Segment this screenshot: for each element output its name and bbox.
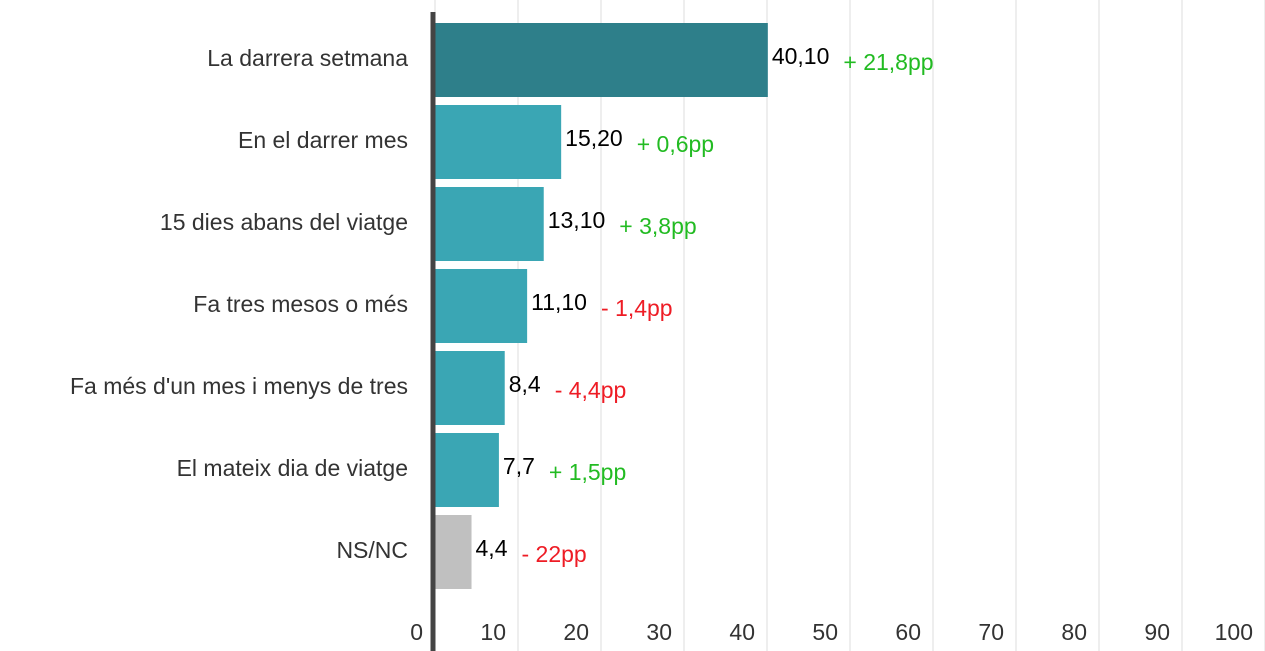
x-tick-label: 80 [1061, 619, 1087, 645]
category-label: 15 dies abans del viatge [160, 209, 408, 235]
annotation: - 22pp [522, 541, 587, 567]
category-label: Fa tres mesos o més [193, 291, 408, 317]
x-tick-label: 60 [895, 619, 921, 645]
value-label: 40,10 [772, 43, 830, 69]
annotation: - 1,4pp [601, 295, 673, 321]
annotation: + 3,8pp [619, 213, 696, 239]
x-tick-label: 40 [729, 619, 755, 645]
value-label: 11,10 [531, 289, 587, 315]
value-label: 8,4 [509, 371, 541, 397]
value-label: 4,4 [476, 535, 508, 561]
category-label: NS/NC [336, 537, 408, 563]
x-tick-label: 10 [480, 619, 506, 645]
category-label: Fa més d'un mes i menys de tres [70, 373, 408, 399]
bar [435, 269, 528, 343]
x-tick-label: 90 [1144, 619, 1170, 645]
value-label: 7,7 [503, 453, 535, 479]
x-tick-label: 30 [646, 619, 672, 645]
value-label: 15,20 [565, 125, 623, 151]
bar [435, 23, 768, 97]
category-label: El mateix dia de viatge [177, 455, 408, 481]
bar [435, 433, 499, 507]
value-label: 13,10 [548, 207, 606, 233]
x-tick-label: 50 [812, 619, 838, 645]
annotation: + 21,8pp [843, 49, 933, 75]
bar [435, 351, 505, 425]
annotation: + 0,6pp [637, 131, 714, 157]
bar [435, 515, 472, 589]
x-tick-label: 0 [410, 619, 423, 645]
category-label: En el darrer mes [238, 127, 408, 153]
category-label: La darrera setmana [207, 45, 408, 71]
bar [435, 105, 562, 179]
bar [435, 187, 544, 261]
x-tick-label: 20 [563, 619, 589, 645]
annotation: - 4,4pp [555, 377, 627, 403]
x-tick-label: 100 [1215, 619, 1253, 645]
annotation: + 1,5pp [549, 459, 626, 485]
x-tick-label: 70 [978, 619, 1004, 645]
